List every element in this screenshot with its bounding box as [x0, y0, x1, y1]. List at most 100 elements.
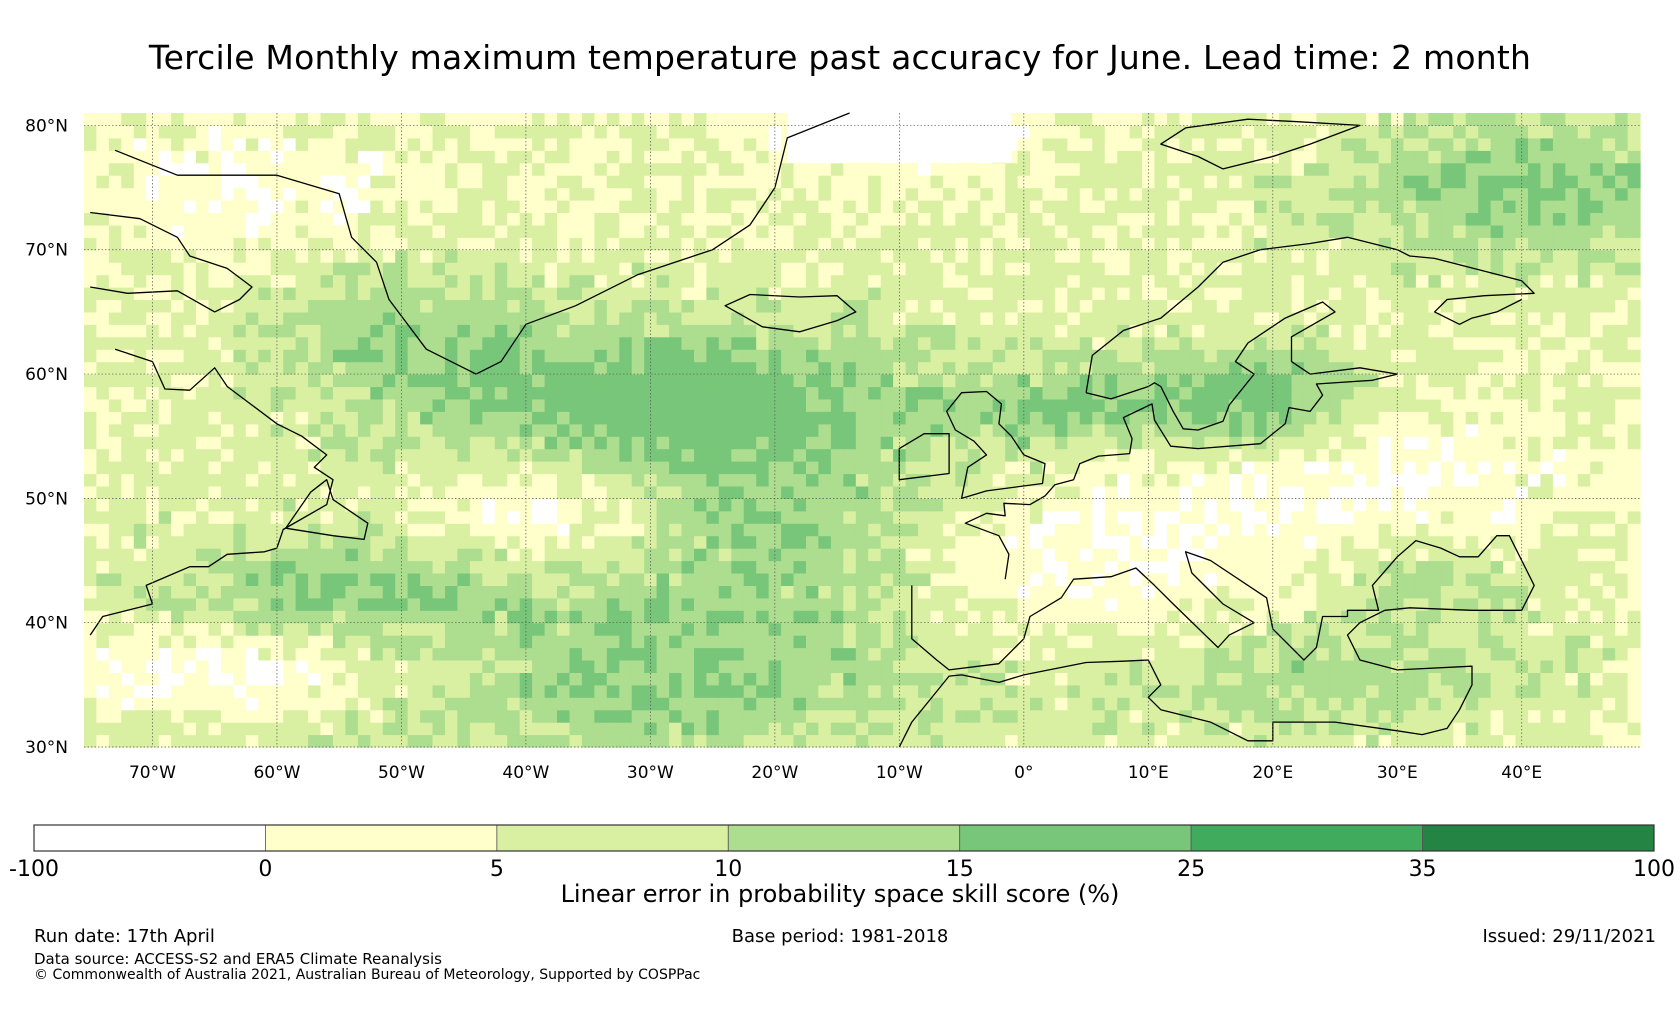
raster-cell [1042, 249, 1056, 263]
raster-cell [382, 262, 396, 276]
raster-cell [108, 510, 122, 524]
raster-cell [656, 324, 670, 338]
raster-cell [619, 498, 633, 512]
raster-cell [84, 709, 97, 723]
raster-cell [1577, 684, 1591, 698]
raster-cell [942, 635, 956, 649]
raster-cell [333, 709, 346, 723]
raster-cell [357, 548, 371, 562]
raster-cell [1154, 498, 1168, 512]
raster-cell [706, 411, 720, 425]
raster-cell [594, 523, 608, 537]
raster-cell [245, 361, 259, 375]
raster-cell [1366, 461, 1380, 475]
raster-cell [1117, 349, 1131, 363]
raster-cell [432, 423, 446, 437]
raster-cell [806, 349, 819, 363]
raster-cell [868, 311, 882, 325]
raster-cell [1154, 610, 1168, 624]
raster-cell [992, 684, 1006, 698]
raster-cell [108, 349, 122, 363]
raster-cell [507, 585, 521, 599]
raster-cell [1440, 473, 1454, 487]
raster-cell [1428, 336, 1442, 350]
raster-cell [494, 249, 508, 263]
raster-cell [743, 523, 757, 537]
raster-cell [880, 386, 894, 400]
raster-cell [631, 386, 645, 400]
raster-cell [855, 660, 869, 673]
raster-cell [1030, 734, 1043, 748]
raster-cell [1229, 274, 1243, 288]
raster-cell [619, 311, 633, 325]
raster-cell [333, 635, 346, 649]
raster-cell [295, 448, 309, 462]
raster-cell [992, 249, 1006, 263]
raster-cell [196, 262, 209, 276]
raster-cell [855, 597, 869, 611]
raster-cell [1602, 635, 1616, 649]
raster-cell [158, 585, 172, 599]
raster-cell [1627, 349, 1641, 363]
raster-cell [333, 684, 346, 698]
raster-cell [432, 722, 446, 736]
raster-cell [594, 262, 608, 276]
raster-cell [1054, 548, 1068, 562]
raster-cell [544, 485, 558, 499]
raster-cell [1117, 485, 1131, 499]
raster-cell [1440, 299, 1454, 313]
raster-cell [1428, 398, 1442, 412]
raster-cell [445, 324, 458, 338]
raster-cell [918, 523, 931, 537]
raster-cell [333, 585, 346, 599]
raster-cell [1540, 684, 1554, 698]
raster-cell [544, 249, 558, 263]
raster-cell [743, 411, 757, 425]
raster-cell [245, 423, 259, 437]
raster-cell [1017, 697, 1031, 711]
raster-cell [694, 535, 707, 549]
raster-cell [756, 374, 770, 388]
raster-cell [1577, 734, 1591, 748]
raster-cell [1353, 722, 1367, 736]
raster-cell [1054, 423, 1068, 437]
raster-cell [1117, 548, 1131, 562]
raster-cell [868, 548, 882, 562]
raster-cell [967, 349, 981, 363]
raster-cell [357, 610, 371, 624]
raster-cell [1465, 485, 1479, 499]
raster-cell [507, 249, 521, 263]
raster-cell [1341, 597, 1355, 611]
raster-cell [905, 510, 919, 524]
raster-cell [1440, 684, 1454, 698]
raster-cell [1129, 262, 1143, 276]
raster-cell [258, 349, 272, 363]
raster-cell [818, 249, 832, 263]
raster-cell [1490, 535, 1504, 549]
raster-cell [1303, 610, 1317, 624]
raster-cell [606, 597, 620, 611]
raster-cell [196, 287, 209, 300]
raster-cell [905, 660, 919, 673]
raster-cell [1191, 361, 1205, 375]
raster-cell [781, 485, 795, 499]
raster-cell [494, 262, 508, 276]
raster-cell [1067, 287, 1081, 300]
raster-cell [1565, 311, 1579, 325]
raster-cell [1216, 411, 1230, 425]
raster-cell [457, 423, 471, 437]
raster-cell [581, 610, 595, 624]
raster-cell [432, 361, 446, 375]
raster-cell [1005, 635, 1019, 649]
raster-cell [445, 411, 458, 425]
raster-cell [133, 249, 147, 263]
raster-cell [1577, 485, 1591, 499]
raster-cell [1341, 436, 1355, 450]
raster-cell [1279, 573, 1292, 586]
raster-cell [893, 622, 907, 636]
raster-cell [370, 311, 384, 325]
raster-cell [283, 473, 297, 487]
raster-cell [905, 299, 919, 313]
raster-cell [1465, 523, 1479, 537]
raster-cell [1503, 386, 1517, 400]
